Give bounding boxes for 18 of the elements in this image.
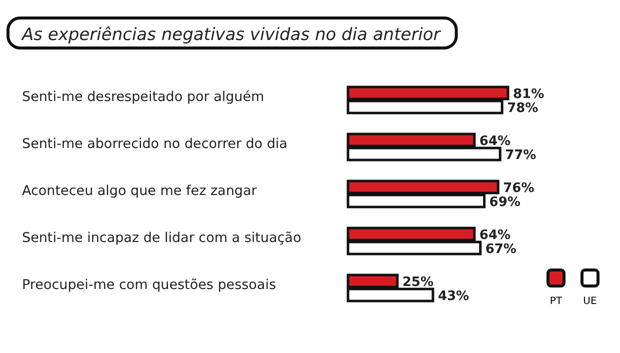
y-tick-label: Senti-me incapaz de lidar com a situação — [22, 230, 302, 246]
data-label: 25% — [402, 275, 434, 290]
legend-label: PT — [550, 296, 563, 307]
data-label: 77% — [505, 148, 536, 163]
data-label: 64% — [479, 134, 511, 149]
data-label: 43% — [438, 289, 470, 304]
data-label: 76% — [503, 181, 534, 196]
y-tick-label: Aconteceu algo que me fez zangar — [22, 183, 258, 199]
y-tick-label: Senti-me desrespeitado por alguém — [22, 89, 264, 105]
data-label: 69% — [489, 195, 520, 210]
data-label: 64% — [479, 228, 511, 243]
data-label: 67% — [485, 242, 516, 257]
y-tick-label: Senti-me aborrecido no decorrer do dia — [22, 136, 288, 152]
y-tick-label: Preocupei-me com questões pessoais — [22, 277, 276, 293]
data-label: 81% — [513, 87, 544, 102]
legend-label: UE — [583, 296, 597, 307]
data-label: 78% — [507, 101, 538, 116]
chart-title: As experiências negativas vividas no dia anterior — [21, 25, 442, 45]
